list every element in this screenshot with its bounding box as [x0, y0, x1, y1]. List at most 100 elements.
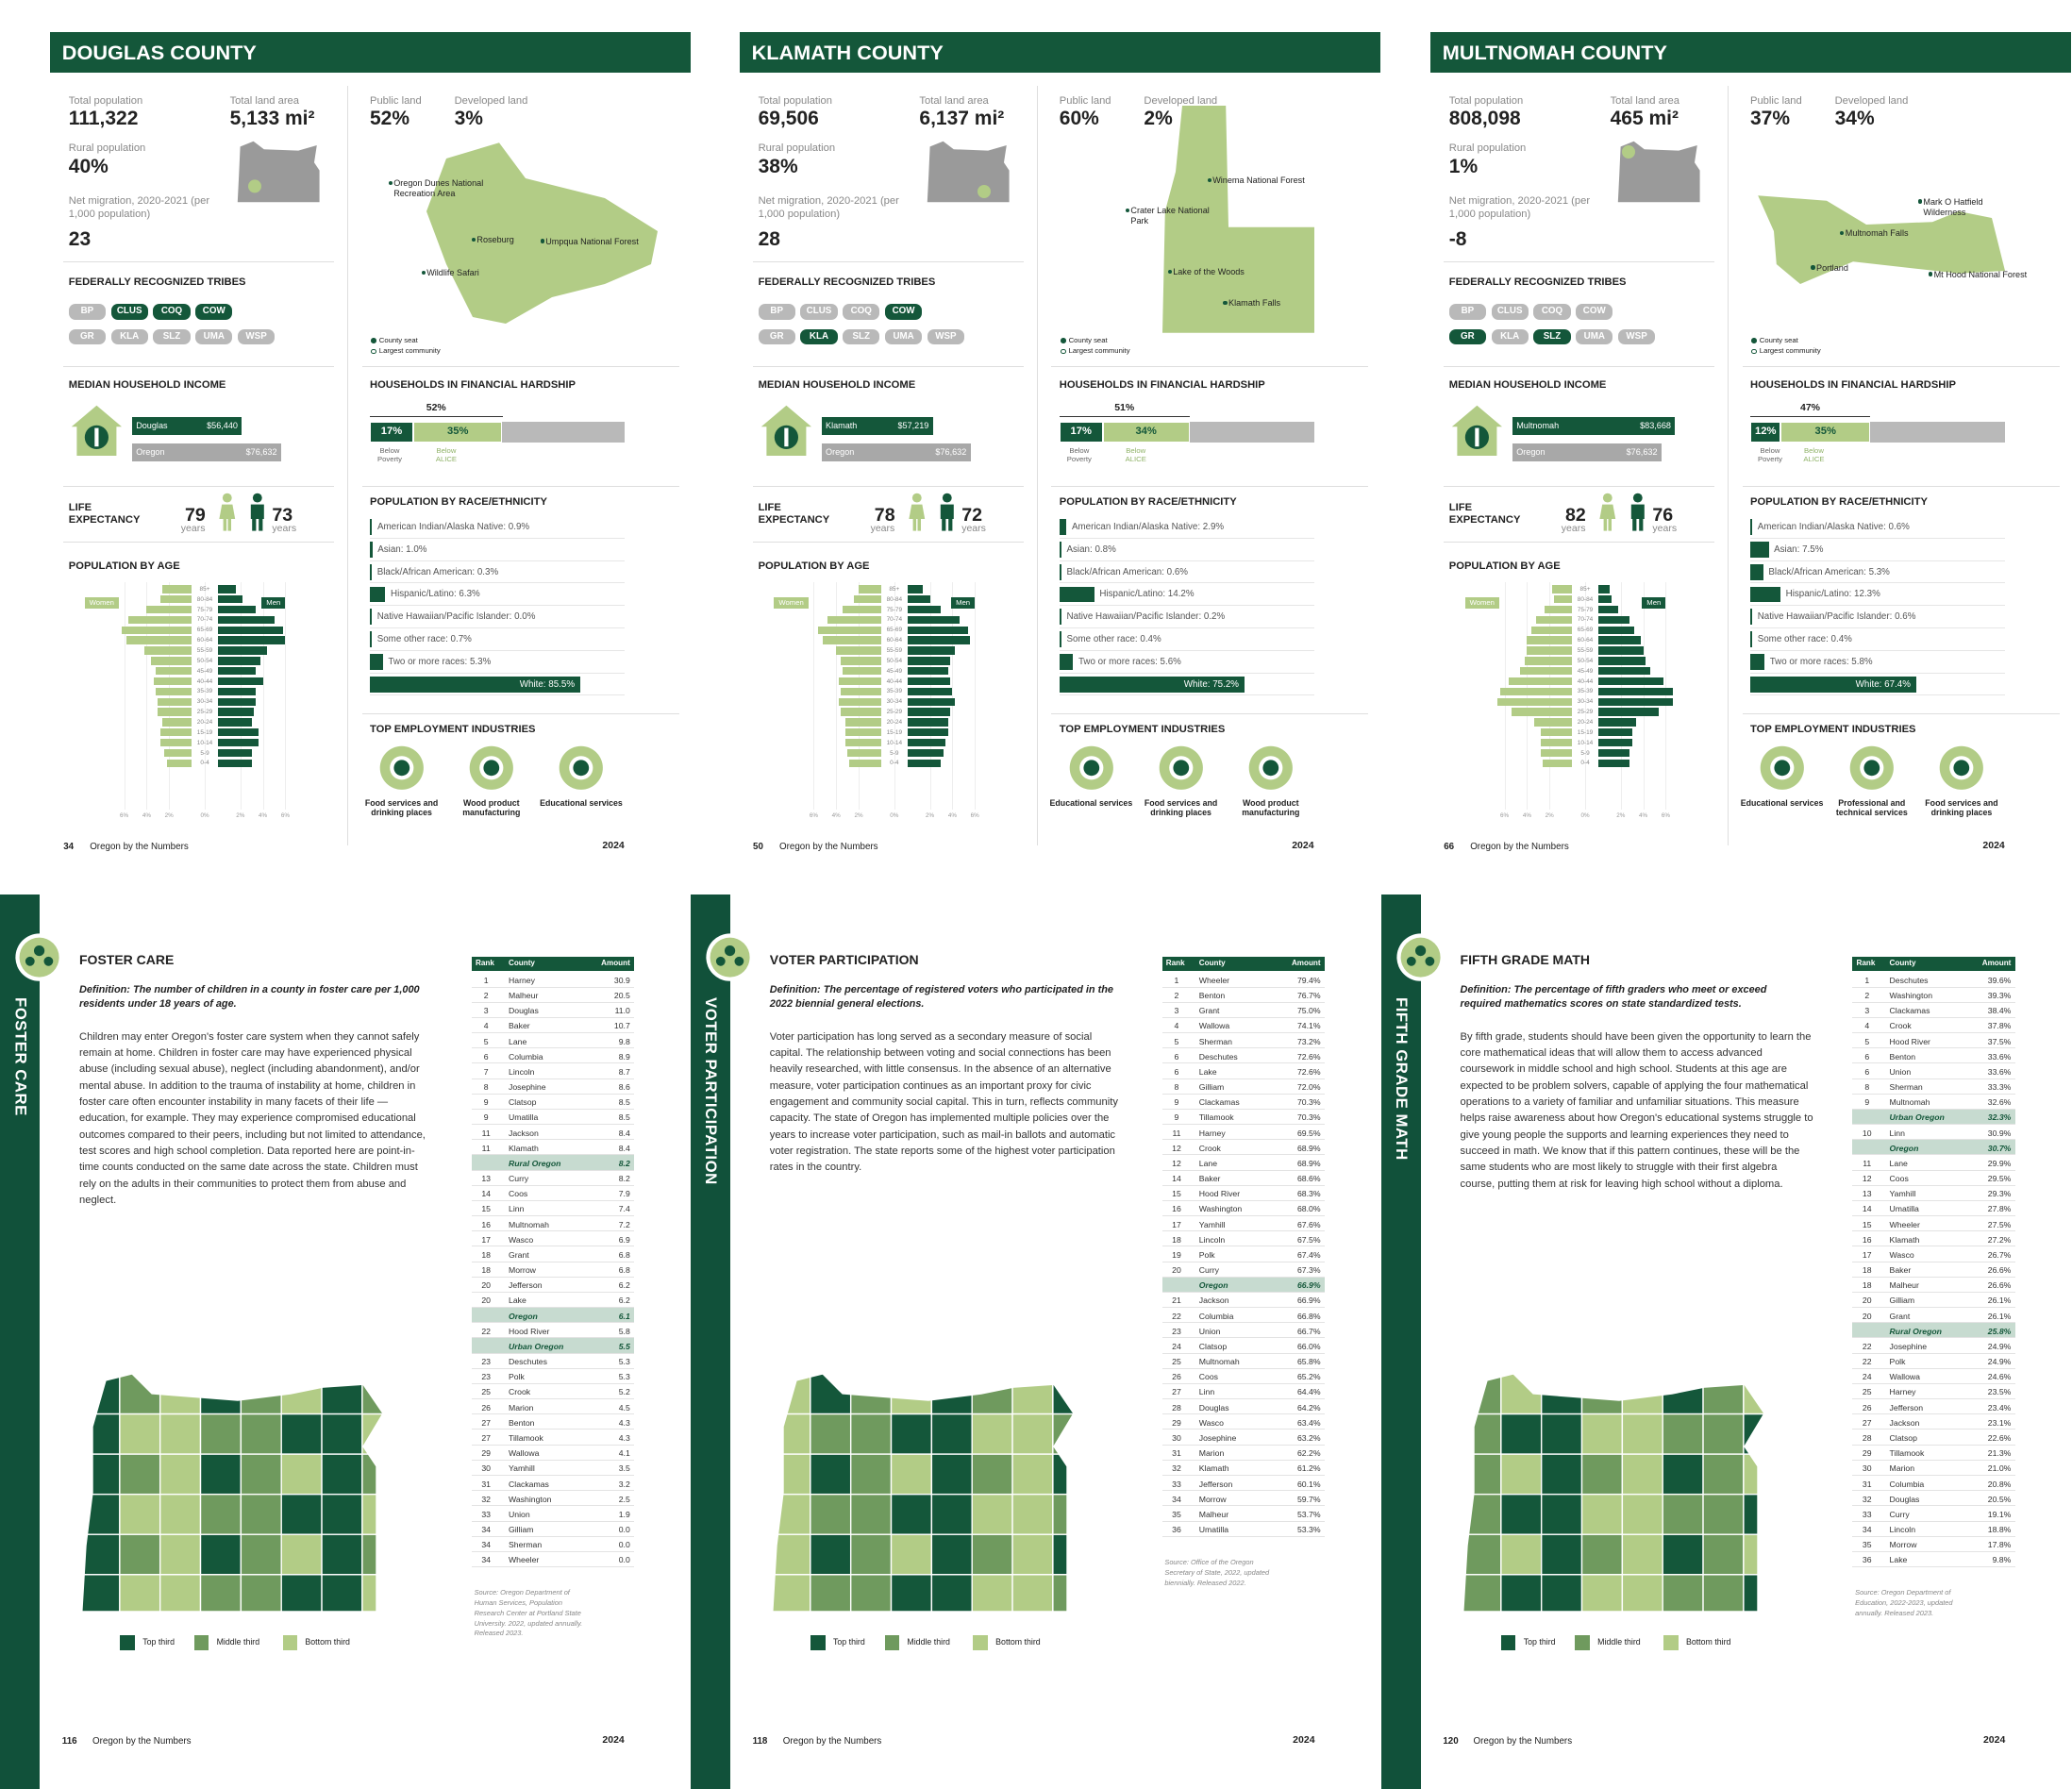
choropleth-map-shape	[81, 1453, 121, 1496]
tick-line	[1585, 582, 1586, 811]
industry-icon-shape	[1774, 759, 1790, 776]
county-map-shape	[426, 142, 659, 324]
county-cell: Columbia	[1198, 1311, 1234, 1321]
life-women: 79	[185, 504, 206, 526]
industry-icon-shape	[573, 759, 590, 776]
rank-cell: 13	[1862, 1189, 1872, 1199]
table-row	[1852, 1063, 2015, 1079]
county-cell: Morrow	[509, 1265, 536, 1276]
table-row	[1852, 1414, 2015, 1430]
county-cell: Union	[1198, 1326, 1221, 1336]
table-row	[1161, 972, 1325, 988]
man-icon-shape	[1633, 493, 1643, 503]
amount-cell: 65.8%	[1296, 1357, 1321, 1367]
legend-swatch	[1663, 1635, 1679, 1650]
choropleth-map-shape	[1051, 1413, 1074, 1455]
table-row	[471, 1368, 634, 1384]
table-row	[471, 1155, 634, 1171]
tick-line	[262, 582, 264, 811]
amount-cell: 33.3%	[1987, 1082, 2012, 1093]
table-row	[471, 1017, 634, 1034]
rank-cell: 14	[1172, 1174, 1181, 1184]
rank-cell: 4	[483, 1021, 489, 1031]
tribe-pill: SLZ	[1533, 328, 1571, 345]
industry-icon	[1159, 745, 1204, 791]
table-row	[1161, 1048, 1325, 1064]
hardship-value: 12%	[1755, 425, 1777, 437]
woman-icon-shape	[1602, 493, 1612, 503]
section-title: LIFE EXPECTANCY	[758, 502, 830, 527]
woman-icon	[218, 493, 237, 532]
x-tick-label: 6%	[809, 812, 818, 819]
age-label: 5-9	[890, 749, 899, 757]
man-icon	[1629, 493, 1647, 532]
income-value: $76,632	[935, 446, 967, 457]
choropleth-map-shape	[199, 1493, 242, 1535]
rank-cell: 35	[1172, 1509, 1181, 1519]
table-row	[1161, 1368, 1325, 1384]
choropleth-map-shape	[1662, 1574, 1704, 1612]
county-locator-shape	[1622, 145, 1636, 159]
rank-cell: 20	[1862, 1296, 1872, 1306]
county-cell: Tillamook	[509, 1433, 543, 1443]
amount-cell: 8.2	[618, 1174, 630, 1184]
county-map-shape	[1162, 106, 1314, 333]
table-header-cell: Rank	[1856, 959, 1876, 968]
county-cell: Deschutes	[1198, 1051, 1238, 1062]
choropleth-map	[1461, 1373, 1784, 1614]
industry-label: Wood product manufacturing	[1242, 797, 1300, 818]
rank-cell: 25	[481, 1387, 492, 1397]
age-bar-women	[843, 667, 881, 676]
choropleth-map-shape	[361, 1533, 383, 1576]
age-label: 40-44	[886, 677, 903, 685]
amount-cell: 72.0%	[1296, 1082, 1321, 1093]
table-row	[1852, 1200, 2015, 1217]
choropleth-map-shape	[890, 1574, 932, 1612]
age-bar-men	[1598, 605, 1619, 614]
age-bar-men	[907, 687, 953, 696]
choropleth-map-shape	[1499, 1453, 1542, 1496]
race-bar	[1059, 609, 1061, 626]
amount-cell: 72.6%	[1296, 1066, 1321, 1077]
map-dot	[1223, 301, 1228, 306]
tick-line	[169, 582, 170, 811]
income-value: $83,668	[1640, 420, 1671, 430]
hardship-segment	[1780, 421, 1870, 443]
map-legend-label: Largest community	[1068, 345, 1130, 355]
legend-label: Middle third	[907, 1637, 950, 1647]
divider	[361, 486, 679, 488]
choropleth-map-shape	[849, 1413, 892, 1455]
industry-icon-shape	[1069, 745, 1113, 790]
rank-cell: 20	[1172, 1265, 1181, 1276]
hardship-total-label: 52%	[426, 401, 446, 413]
section-title: TOP EMPLOYMENT INDUSTRIES	[1750, 724, 1916, 736]
woman-icon-shape	[222, 493, 232, 503]
age-bar-women	[146, 605, 192, 614]
amount-cell: 72.6%	[1296, 1051, 1321, 1062]
map-label: Klamath Falls	[1228, 298, 1281, 309]
age-bar-women	[844, 728, 881, 737]
amount-cell: 0.0	[618, 1525, 630, 1535]
amount-cell: 62.2%	[1296, 1448, 1321, 1459]
income-bar	[821, 443, 971, 461]
table-row	[1852, 1262, 2015, 1278]
choropleth-map-shape	[1540, 1374, 1582, 1415]
income-bar	[1512, 443, 1662, 461]
age-bar-men	[218, 585, 237, 594]
divider	[753, 486, 1024, 488]
rank-cell: 31	[481, 1479, 492, 1489]
age-bar-men	[218, 708, 255, 716]
page-number: 66	[1444, 841, 1455, 852]
man-icon	[248, 493, 267, 532]
x-tick-label: 0%	[1580, 812, 1590, 819]
age-bar-men	[218, 728, 259, 737]
county-cell: Polk	[1889, 1357, 1906, 1367]
rank-cell: 22	[1172, 1311, 1181, 1321]
publication: Oregon by the Numbers	[782, 1735, 882, 1747]
table-row	[471, 1399, 634, 1415]
age-label: 25-29	[1577, 709, 1594, 716]
county-locator-shape	[1617, 141, 1700, 203]
table-header-cell: Amount	[1291, 959, 1321, 968]
choropleth-map-shape	[849, 1493, 892, 1535]
table-row	[471, 1170, 634, 1186]
